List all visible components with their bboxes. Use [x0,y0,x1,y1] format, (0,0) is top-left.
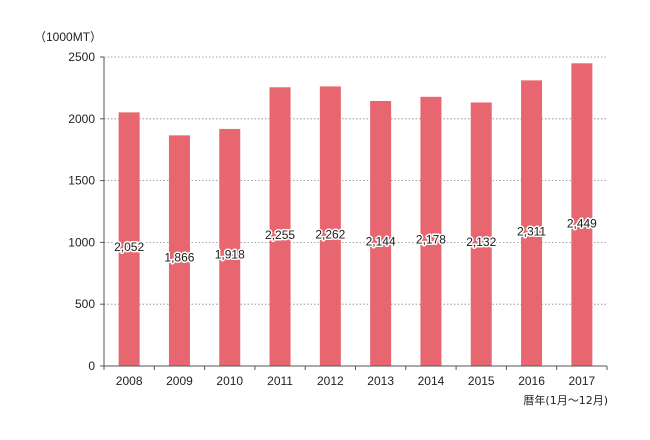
data-label: 2,178 [416,232,446,246]
y-tick-label: 0 [88,359,95,373]
x-tick-label: 2012 [317,374,344,388]
x-tick-label: 2016 [518,374,545,388]
bar [118,112,140,366]
data-label: 1,866 [164,251,194,265]
data-label: 2,132 [466,235,496,249]
data-label: 1,918 [215,248,245,262]
y-tick-label: 500 [75,297,95,311]
x-tick-label: 2014 [418,374,445,388]
bar [470,102,492,366]
bar [269,87,291,367]
y-unit-label: （1000MT） [34,30,103,44]
data-label: 2,144 [366,234,396,248]
bar [521,80,543,366]
y-tick-label: 2000 [68,112,95,126]
y-tick-label: 2500 [68,50,95,64]
bar [219,128,241,366]
y-tick-label: 1000 [68,235,95,249]
x-tick-label: 2017 [568,374,595,388]
y-tick-label: 1500 [68,174,95,188]
bar [571,63,593,367]
x-tick-label: 2010 [216,374,243,388]
x-tick-label: 2009 [166,374,193,388]
data-label: 2,255 [265,228,295,242]
bar [420,96,442,367]
x-tick-label: 2011 [267,374,293,388]
data-label: 2,311 [517,225,546,239]
x-tick-label: 2015 [468,374,495,388]
data-label: 2,449 [567,217,597,231]
bar [168,135,190,366]
bar [370,101,392,367]
x-axis-title: 暦年(1月～12月) [523,394,608,407]
x-tick-label: 2013 [367,374,394,388]
data-label: 2,052 [114,240,144,254]
bar [319,86,341,366]
data-label: 2,262 [315,228,345,242]
x-tick-label: 2008 [116,374,143,388]
